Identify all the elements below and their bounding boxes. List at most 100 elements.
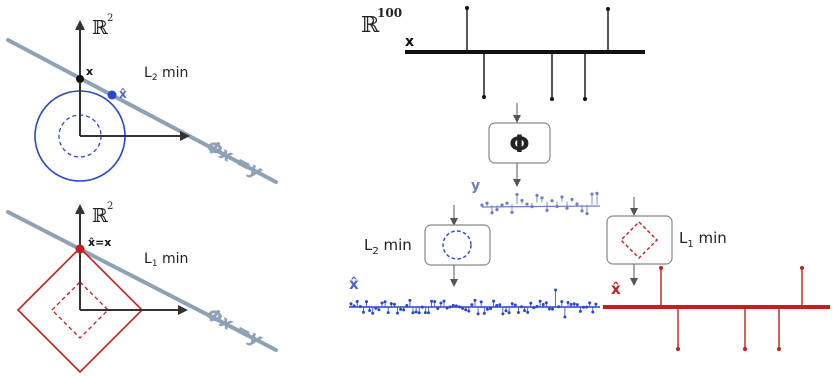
coefficient-marker [501, 312, 505, 316]
coefficient-marker [361, 310, 365, 314]
point-xhat-equals-x-label: x̂=x [88, 236, 111, 249]
coefficient-marker [529, 301, 533, 305]
coefficient-marker [458, 305, 461, 309]
coefficient-marker [445, 306, 449, 310]
coefficient-marker [389, 302, 393, 306]
coefficient-marker [557, 305, 561, 309]
coefficient-marker [386, 311, 390, 315]
coefficient-marker [473, 298, 477, 302]
l2-solver-box [424, 224, 491, 266]
measurement-marker [500, 203, 504, 207]
space-label: ℝ [92, 17, 108, 39]
coefficient-marker [417, 311, 421, 315]
coefficient-marker [551, 307, 554, 311]
coefficient-marker [402, 308, 406, 312]
coefficient-marker [448, 305, 452, 309]
signal-pipeline-panel: ℝ 100 x Φ y L2 min L1 min x̂ x̂ [349, 6, 830, 351]
spike-marker [550, 97, 554, 101]
measurement-y-label: y [471, 178, 480, 194]
spike-marker [676, 347, 680, 351]
coefficient-marker [482, 311, 486, 315]
space-exponent: 2 [107, 13, 113, 24]
spike-marker [659, 266, 663, 270]
measurement-marker [540, 196, 544, 200]
coefficient-marker [442, 299, 446, 303]
measurements-y [480, 191, 601, 216]
coefficient-marker [498, 303, 502, 307]
measurement-marker [495, 208, 499, 212]
coefficient-marker [374, 306, 378, 310]
coefficient-marker [544, 301, 548, 305]
signal-x-label: x [405, 34, 414, 50]
coefficient-marker [492, 299, 496, 303]
coefficient-marker [520, 305, 523, 309]
l1-solver-box [606, 215, 673, 265]
measurement-marker [575, 202, 579, 206]
l1-solution-point [75, 244, 85, 254]
coefficient-marker [560, 300, 564, 304]
coefficient-marker [526, 310, 530, 314]
coefficient-marker [408, 298, 412, 302]
measurement-marker [580, 209, 584, 213]
measurement-marker [555, 204, 559, 209]
coefficient-marker [464, 308, 468, 312]
coefficient-marker [591, 310, 595, 314]
measurement-marker [525, 202, 529, 206]
coefficient-marker [569, 302, 573, 306]
l1-ball-icon [620, 221, 658, 259]
constraint-line [6, 210, 278, 352]
coefficient-marker [523, 309, 527, 313]
measurement-marker [480, 203, 484, 207]
coefficient-marker [510, 302, 514, 306]
coefficient-marker [368, 308, 372, 312]
coefficient-marker [504, 309, 508, 313]
coefficient-marker [485, 307, 489, 311]
coefficient-marker [427, 311, 430, 315]
coefficient-marker [352, 304, 356, 308]
spike-marker [777, 347, 781, 351]
sparse-signal-x [465, 6, 610, 101]
coefficient-marker [467, 309, 471, 313]
coefficient-marker [405, 304, 409, 308]
coefficient-marker [538, 299, 542, 303]
coefficient-marker [436, 306, 440, 310]
measurement-marker [505, 201, 509, 205]
space-exponent: 2 [107, 201, 113, 212]
coefficient-marker [365, 300, 368, 304]
coefficient-marker [566, 301, 570, 305]
coefficient-marker [358, 305, 362, 309]
measurement-marker [490, 211, 494, 215]
l1-reconstruction [659, 266, 804, 351]
method-label: L1 min [144, 251, 188, 269]
coefficient-marker [516, 311, 520, 315]
coefficient-marker [541, 303, 545, 307]
constraint-label: Φx =y [203, 136, 267, 183]
measurement-baseline [481, 205, 601, 208]
phi-operator-box [488, 122, 551, 164]
coefficient-marker [411, 311, 415, 315]
l2-method-label: L2 min [364, 236, 412, 257]
measurement-marker [520, 198, 524, 203]
coefficient-marker [377, 308, 381, 312]
measurement-marker [570, 197, 574, 201]
coefficient-marker [588, 301, 592, 305]
coefficient-marker [578, 309, 582, 313]
l2-reconstruction [349, 288, 600, 319]
coefficient-marker [470, 303, 474, 307]
coefficient-marker [454, 304, 458, 308]
measurement-marker [560, 195, 564, 199]
spike-marker [465, 6, 469, 10]
coefficient-marker [349, 302, 353, 306]
space-label: ℝ [92, 205, 108, 227]
xhat-l2-label: x̂ [349, 275, 359, 293]
l2-geometry-panel: ℝ 2 x x̂ L2 min Φx =y [6, 13, 278, 184]
coefficient-marker [489, 307, 492, 311]
coefficient-marker [476, 312, 480, 316]
coefficient-marker [414, 310, 418, 314]
coefficient-marker [392, 302, 396, 306]
measurement-marker [595, 191, 599, 195]
coefficient-marker [585, 305, 589, 309]
coefficient-marker [451, 303, 455, 307]
measurement-marker [590, 192, 594, 196]
